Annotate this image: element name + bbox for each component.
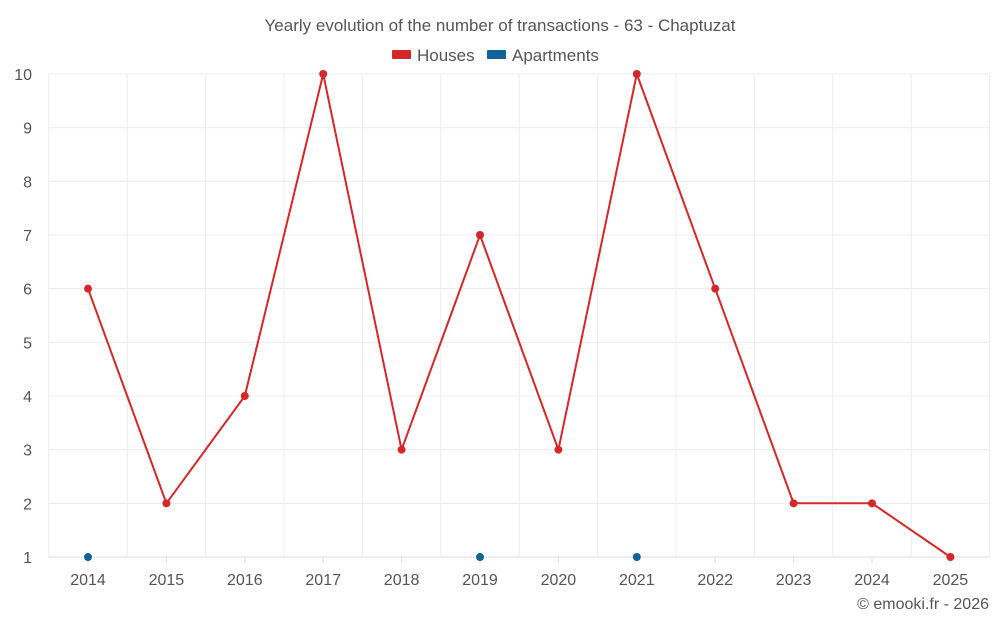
y-tick-label: 4 [23, 389, 32, 406]
legend: Houses Apartments [392, 46, 599, 65]
y-tick-label: 2 [23, 496, 32, 513]
data-point-houses[interactable] [84, 284, 92, 293]
data-point-apartments[interactable] [84, 553, 92, 561]
y-tick-label: 9 [23, 121, 32, 138]
data-point-houses[interactable] [319, 70, 328, 78]
x-tick-label: 2014 [70, 572, 106, 589]
series [84, 70, 955, 561]
y-tick-label: 3 [23, 443, 32, 460]
x-tick-label: 2023 [776, 572, 812, 589]
legend-item-apartments[interactable]: Apartments [487, 46, 599, 65]
legend-label-houses: Houses [417, 46, 475, 65]
y-tick-label: 6 [23, 282, 32, 299]
x-tick-label: 2019 [462, 572, 498, 589]
grid [48, 73, 991, 557]
data-point-houses[interactable] [162, 499, 171, 508]
y-tick-label: 8 [23, 174, 32, 191]
axes: 1 2 3 4 5 6 7 8 9 10 2014 2015 2016 2017 2018 2019 2020 2… [14, 67, 990, 589]
x-tick-label: 2016 [227, 572, 263, 589]
x-tick-label: 2024 [854, 572, 890, 589]
series-line-houses [87, 73, 952, 558]
y-tick-label: 1 [23, 550, 32, 567]
series-apartments [84, 553, 641, 561]
data-point-houses[interactable] [632, 70, 641, 78]
data-point-houses[interactable] [868, 499, 876, 508]
y-tick-label: 5 [23, 335, 32, 352]
data-point-houses[interactable] [397, 445, 406, 454]
x-tick-label: 2025 [933, 572, 969, 589]
legend-swatch-houses [392, 50, 411, 59]
legend-label-apartments: Apartments [512, 46, 599, 65]
x-tick-label: 2018 [384, 572, 420, 589]
data-point-apartments[interactable] [476, 553, 484, 561]
x-tick-label: 2015 [149, 572, 185, 589]
data-point-houses[interactable] [476, 231, 484, 239]
x-tick-label: 2022 [697, 572, 733, 589]
y-tick-label: 10 [14, 67, 32, 84]
series-houses [84, 70, 955, 561]
data-point-apartments[interactable] [632, 553, 641, 561]
data-point-houses[interactable] [554, 445, 563, 454]
data-point-houses[interactable] [711, 284, 720, 293]
x-tick-label: 2017 [305, 572, 341, 589]
chart-title: Yearly evolution of the number of transa… [265, 16, 736, 35]
data-point-houses[interactable] [789, 499, 798, 508]
x-tick-label: 2021 [619, 572, 655, 589]
y-tick-label: 7 [23, 228, 32, 245]
data-point-houses[interactable] [240, 392, 249, 400]
data-point-houses[interactable] [946, 553, 955, 561]
legend-swatch-apartments [487, 50, 506, 59]
legend-item-houses[interactable]: Houses [392, 46, 475, 65]
x-tick-label: 2020 [541, 572, 577, 589]
credit-text: © emooki.fr - 2026 [857, 596, 989, 613]
